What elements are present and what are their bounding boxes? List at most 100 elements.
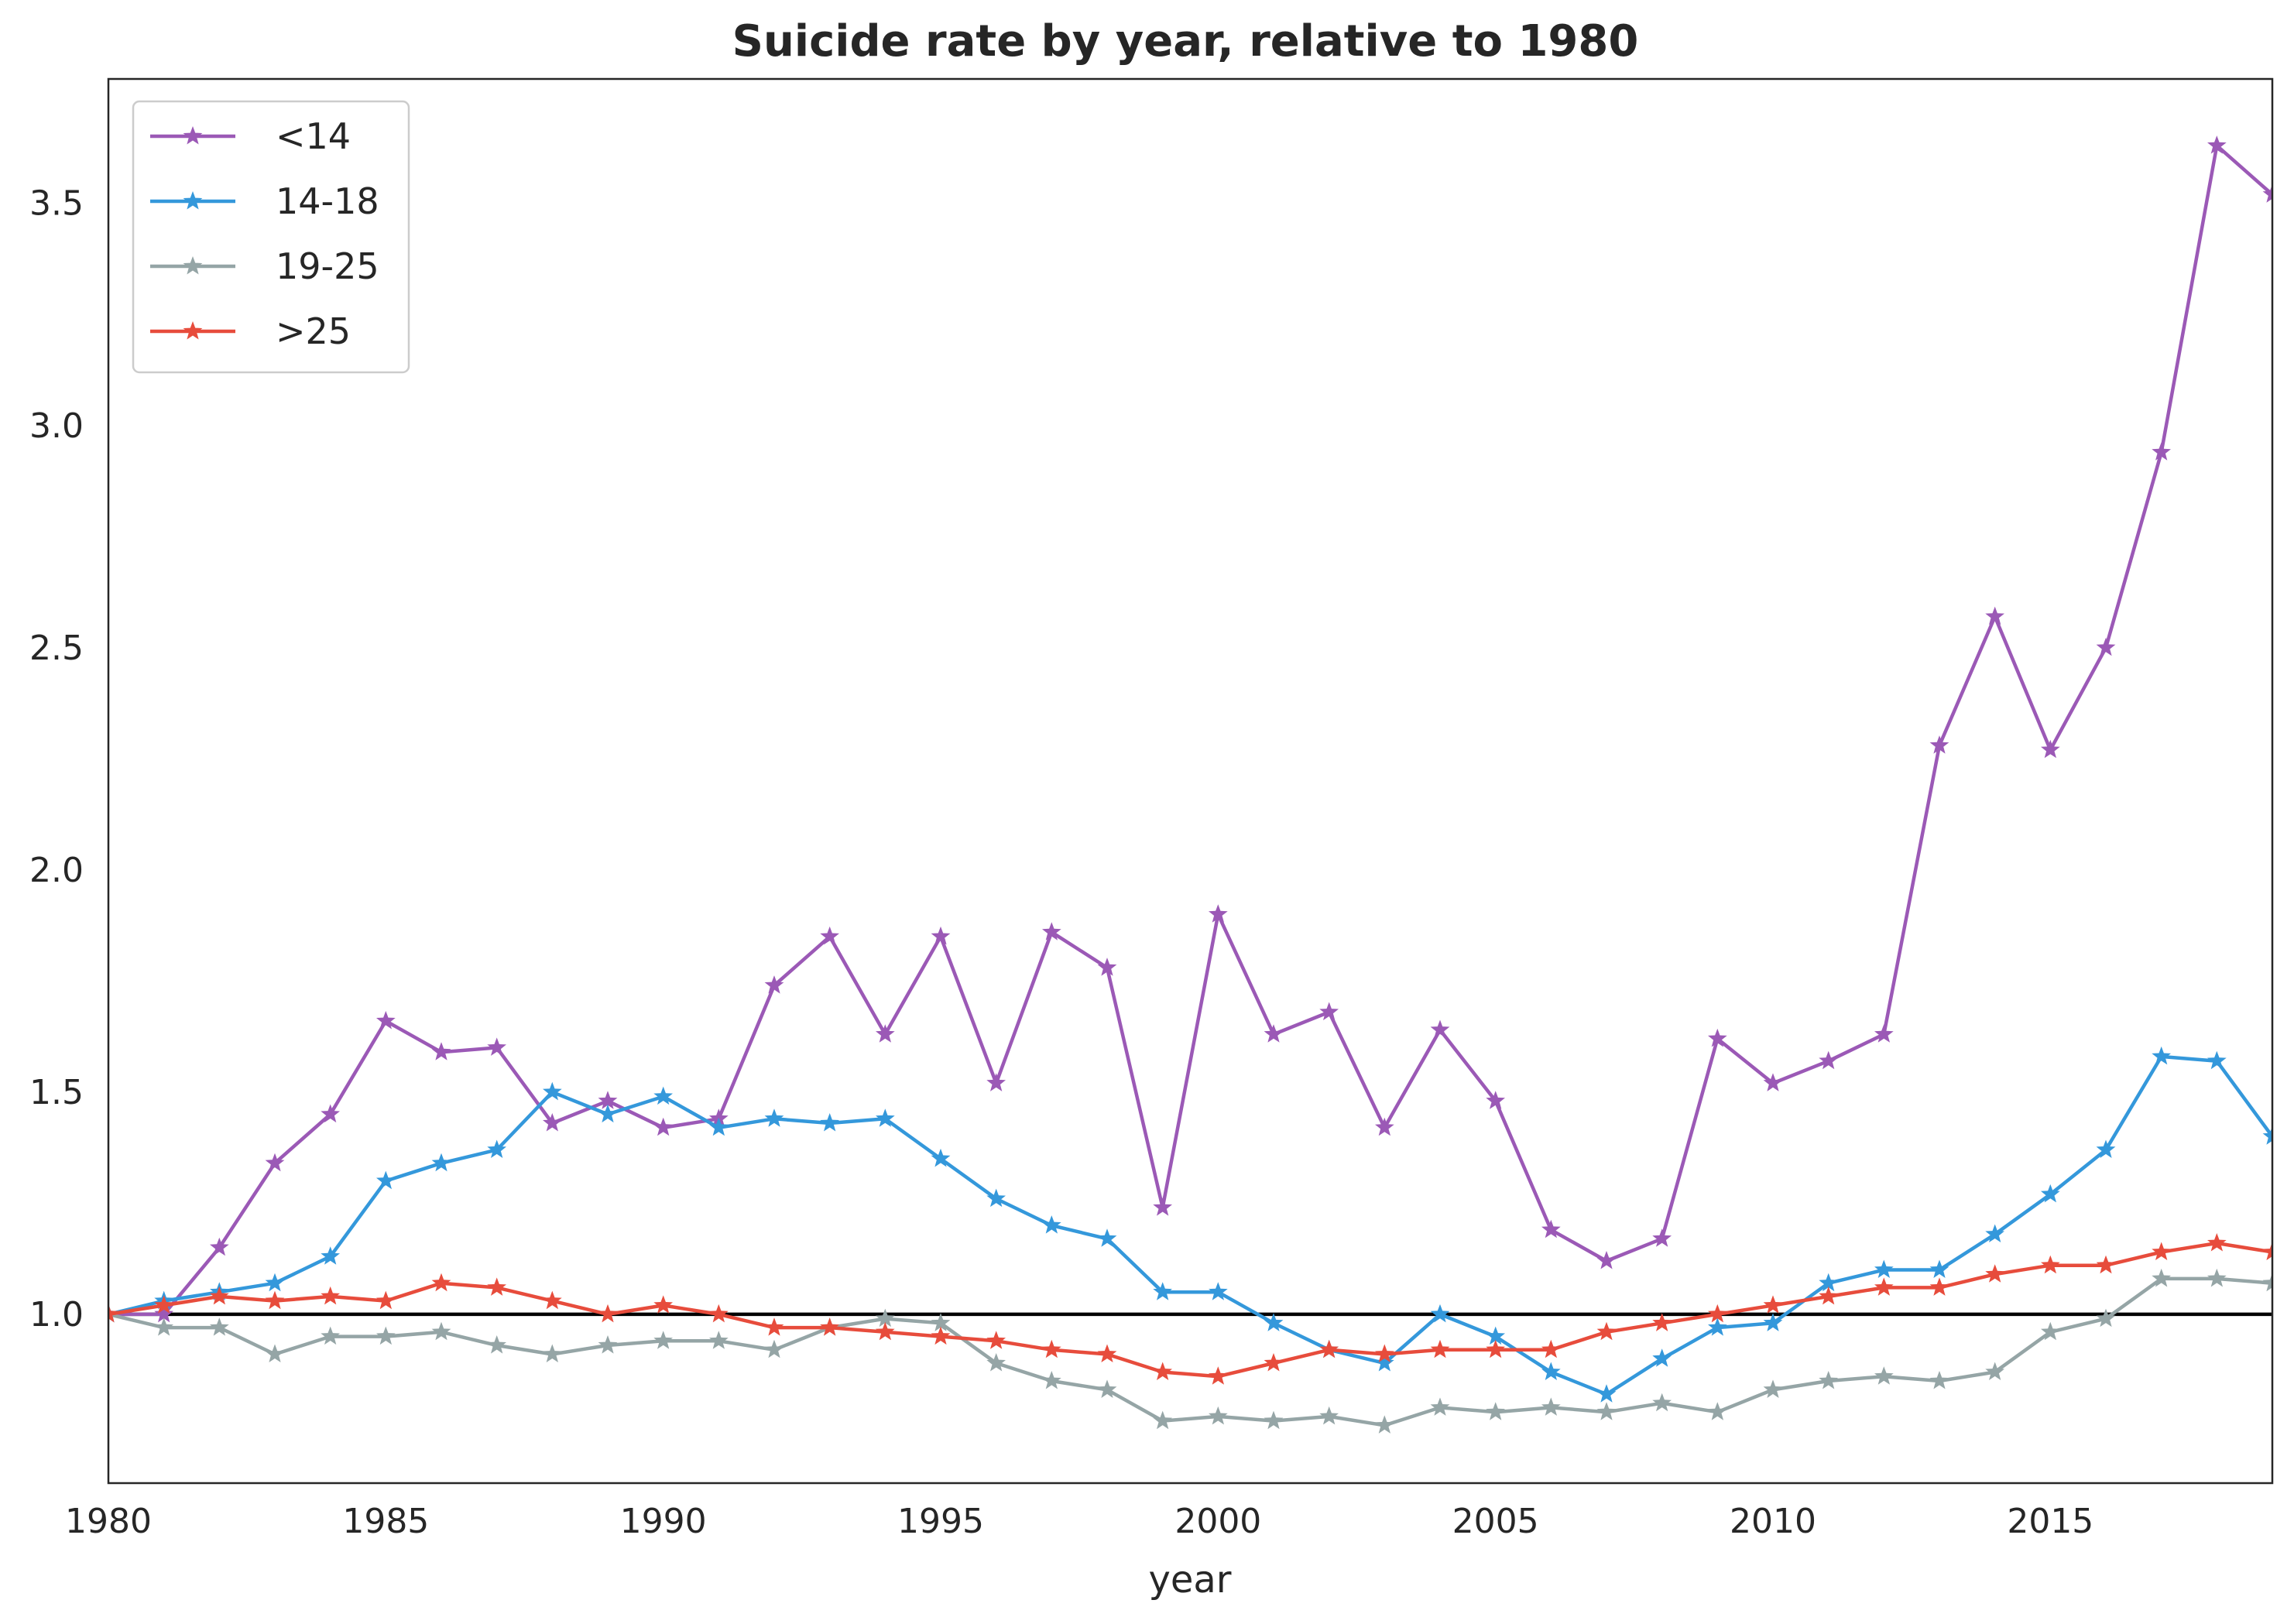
data-point xyxy=(1375,1415,1394,1434)
y-tick-label: 2.5 xyxy=(29,629,84,668)
data-point xyxy=(2262,1273,2272,1292)
data-point xyxy=(876,1108,895,1127)
x-tick-label: 1990 xyxy=(620,1502,707,1541)
series-line xyxy=(108,1276,2272,1427)
data-point xyxy=(1541,1397,1561,1416)
data-point xyxy=(820,926,839,945)
data-point xyxy=(1375,1353,1394,1372)
data-point xyxy=(2041,1321,2060,1341)
y-tick-label: 3.5 xyxy=(29,184,84,224)
data-point xyxy=(376,1326,396,1345)
data-point xyxy=(1430,1397,1450,1416)
data-point xyxy=(543,1290,562,1310)
data-point xyxy=(1430,1019,1450,1038)
data-point xyxy=(1596,1402,1617,1420)
data-point xyxy=(876,1321,895,1341)
x-tick-label: 1985 xyxy=(342,1502,429,1541)
x-tick-label: 2005 xyxy=(1452,1502,1539,1541)
data-point xyxy=(820,1317,839,1336)
data-point xyxy=(2096,1139,2116,1158)
data-point xyxy=(2152,1268,2171,1287)
data-point xyxy=(1708,1317,1727,1336)
data-point xyxy=(154,1317,173,1336)
data-point xyxy=(709,1304,729,1323)
data-point xyxy=(1153,1282,1172,1300)
data-point xyxy=(653,1331,673,1349)
data-point xyxy=(2207,1050,2227,1070)
legend-item: >25 xyxy=(150,310,351,352)
data-point xyxy=(1596,1384,1617,1403)
legend-swatch-marker xyxy=(183,126,203,145)
data-point xyxy=(1264,1024,1284,1043)
data-point xyxy=(1541,1219,1561,1239)
data-point xyxy=(487,1139,506,1158)
data-point xyxy=(487,1335,506,1354)
data-point xyxy=(265,1153,285,1172)
data-point xyxy=(1929,1277,1949,1296)
data-point xyxy=(431,1153,451,1172)
data-point xyxy=(265,1290,285,1310)
data-point xyxy=(1319,1002,1339,1020)
series-layer xyxy=(108,135,2272,1434)
data-point xyxy=(154,1295,173,1314)
data-point xyxy=(1596,1321,1617,1341)
data-point xyxy=(598,1091,618,1109)
data-point xyxy=(1652,1393,1672,1412)
data-point xyxy=(2041,1255,2060,1274)
data-point xyxy=(986,1188,1006,1208)
data-point xyxy=(154,1304,173,1323)
data-point xyxy=(1763,1313,1783,1331)
data-point xyxy=(1042,1339,1061,1358)
series-line xyxy=(108,1241,2272,1379)
data-point xyxy=(321,1104,340,1123)
data-point xyxy=(709,1331,729,1349)
legend-item: 14-18 xyxy=(150,180,379,222)
data-point xyxy=(1153,1362,1172,1380)
data-point xyxy=(1652,1228,1672,1247)
data-point xyxy=(487,1037,506,1056)
data-point xyxy=(1708,1028,1727,1047)
data-point xyxy=(487,1277,506,1296)
x-tick-label: 2000 xyxy=(1174,1502,1261,1541)
data-point xyxy=(1097,1379,1117,1398)
data-point xyxy=(543,1113,562,1132)
data-point xyxy=(931,1148,951,1167)
data-point xyxy=(1153,1410,1172,1430)
data-point xyxy=(2152,1046,2171,1065)
data-point xyxy=(931,926,951,945)
data-point xyxy=(598,1104,618,1123)
data-point xyxy=(820,1113,839,1132)
series-1 xyxy=(108,1046,2272,1403)
data-point xyxy=(2262,1126,2272,1145)
data-point xyxy=(1708,1304,1727,1323)
data-point xyxy=(1264,1313,1284,1331)
legend-swatch-marker xyxy=(183,256,203,275)
data-point xyxy=(1763,1379,1783,1398)
data-point xyxy=(764,1317,784,1336)
data-point xyxy=(1042,922,1061,940)
x-axis: 1980 1985 1990 1995 2000 2005 2010 2015 xyxy=(65,1502,2093,1541)
chart-title: Suicide rate by year, relative to 1980 xyxy=(732,16,1639,67)
legend-label: 19-25 xyxy=(276,245,379,287)
legend-item: <14 xyxy=(150,115,351,157)
data-point xyxy=(1097,1228,1117,1247)
data-point xyxy=(598,1335,618,1354)
data-point xyxy=(1819,1371,1838,1389)
y-tick-label: 1.0 xyxy=(29,1295,84,1334)
data-point xyxy=(1153,1197,1172,1216)
data-point xyxy=(1929,1371,1949,1389)
x-tick-label: 2015 xyxy=(2007,1502,2093,1541)
data-point xyxy=(321,1286,340,1305)
data-point xyxy=(543,1344,562,1362)
data-point xyxy=(210,1237,229,1256)
data-point xyxy=(431,1042,451,1060)
y-tick-label: 3.0 xyxy=(29,406,84,446)
series-line xyxy=(108,1054,2272,1396)
data-point xyxy=(543,1081,562,1101)
data-point xyxy=(1264,1410,1284,1430)
data-point xyxy=(210,1317,229,1336)
data-point xyxy=(653,1117,673,1136)
data-point xyxy=(1874,1024,1894,1043)
data-point xyxy=(1541,1362,1561,1380)
data-point xyxy=(1929,735,1949,754)
